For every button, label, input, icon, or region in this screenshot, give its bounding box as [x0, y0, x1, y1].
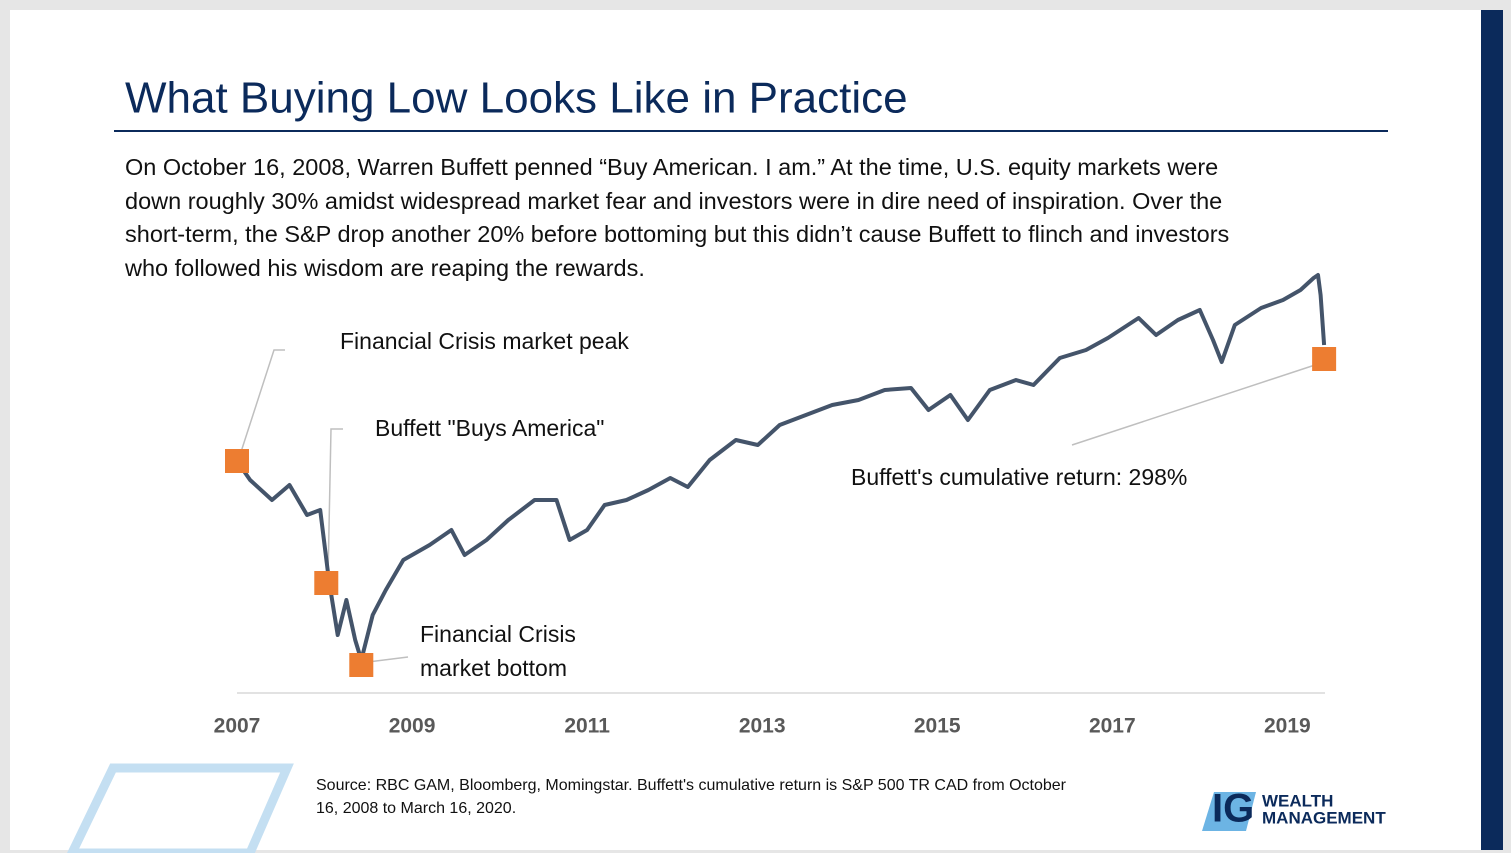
- leader-line: [367, 656, 409, 663]
- leader-line: [239, 349, 285, 456]
- x-tick-label: 2013: [739, 715, 786, 738]
- slide-background: [10, 10, 1481, 850]
- annotation: Financial Crisis: [420, 621, 576, 647]
- x-tick-label: 2011: [564, 715, 610, 738]
- annotation: Buffett's cumulative return: 298%: [851, 464, 1187, 490]
- logo-text: WEALTH: [1262, 791, 1333, 810]
- marker: [225, 449, 249, 473]
- marker: [1312, 347, 1337, 371]
- leader-line: [327, 428, 343, 579]
- x-tick-label: 2015: [914, 715, 961, 738]
- marker: [349, 653, 374, 677]
- paragraph-line: down roughly 30% amidst widespread marke…: [125, 188, 1222, 214]
- marker: [314, 571, 339, 595]
- x-tick-label: 2017: [1089, 715, 1136, 738]
- paragraph-line: On October 16, 2008, Warren Buffett penn…: [125, 154, 1218, 180]
- side-bar: [1481, 10, 1503, 850]
- x-tick-label: 2009: [389, 715, 436, 738]
- leader-line: [1071, 363, 1319, 446]
- logo-mark: IG: [1212, 787, 1254, 831]
- source-line: Source: RBC GAM, Bloomberg, Momingstar. …: [316, 777, 1067, 794]
- source-line: 16, 2008 to March 16, 2020.: [316, 800, 516, 817]
- annotation: market bottom: [420, 655, 567, 681]
- logo-text: MANAGEMENT: [1262, 808, 1386, 827]
- paragraph-line: short-term, the S&P drop another 20% bef…: [125, 221, 1229, 247]
- leader-lines: [239, 349, 1319, 663]
- annotation: Buffett "Buys America": [375, 415, 604, 441]
- decor-shape: [67, 763, 294, 853]
- x-tick-label: 2007: [214, 715, 261, 738]
- x-tick-label: 2019: [1264, 715, 1311, 738]
- logo-shape: [1202, 792, 1256, 831]
- slide-title: What Buying Low Looks Like in Practice: [125, 74, 908, 123]
- annotation: Financial Crisis market peak: [340, 328, 629, 354]
- paragraph-line: who followed his wisdom are reaping the …: [124, 255, 645, 281]
